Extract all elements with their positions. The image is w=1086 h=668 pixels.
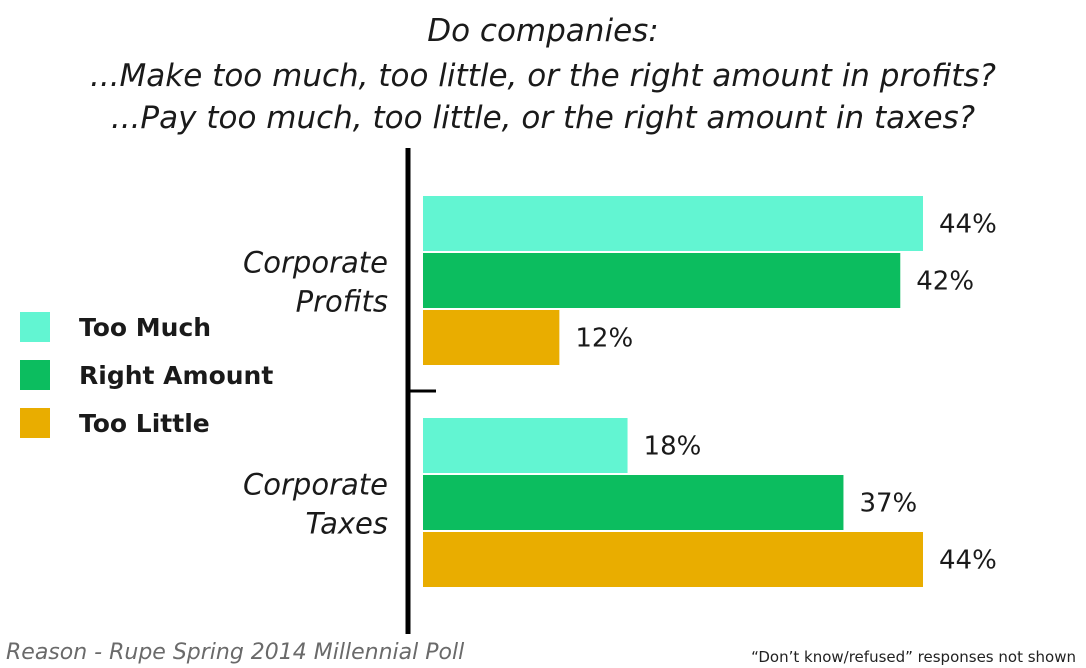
bar xyxy=(423,418,628,473)
category-label: Corporate Taxes xyxy=(243,468,388,541)
legend-swatch-too-little xyxy=(20,408,50,438)
category-label-line: Corporate xyxy=(243,468,388,502)
data-label: 12% xyxy=(575,324,633,354)
legend-item-right-amount: Right Amount xyxy=(20,351,273,399)
legend-swatch-right-amount xyxy=(20,360,50,390)
category-label-line: Taxes xyxy=(305,507,388,541)
title-line-1: Do companies: xyxy=(427,13,659,49)
data-label: 37% xyxy=(859,489,917,519)
bar xyxy=(423,532,923,587)
bar xyxy=(423,196,923,251)
category-label: Corporate Profits xyxy=(243,246,388,319)
data-label: 44% xyxy=(939,546,997,576)
title-line-2: ...Make too much, too little, or the rig… xyxy=(90,58,996,94)
data-label: 18% xyxy=(644,432,702,462)
legend: Too Much Right Amount Too Little xyxy=(20,303,273,447)
bar xyxy=(423,475,844,530)
legend-label-too-much: Too Much xyxy=(79,312,212,342)
legend-item-too-little: Too Little xyxy=(20,399,273,447)
data-label: 44% xyxy=(939,210,997,240)
category-label-line: Profits xyxy=(296,285,388,319)
footnote: “Don’t know/refused” responses not shown xyxy=(751,648,1076,666)
data-label: 42% xyxy=(916,267,974,297)
legend-item-too-much: Too Much xyxy=(20,303,273,351)
category-label-line: Corporate xyxy=(243,246,388,280)
title-line-3: ...Pay too much, too little, or the righ… xyxy=(110,100,976,136)
legend-swatch-too-much xyxy=(20,312,50,342)
source-caption: Reason - Rupe Spring 2014 Millennial Pol… xyxy=(6,640,465,665)
legend-label-right-amount: Right Amount xyxy=(79,360,274,390)
bar xyxy=(423,253,901,308)
bar xyxy=(423,310,560,365)
legend-label-too-little: Too Little xyxy=(79,408,210,438)
